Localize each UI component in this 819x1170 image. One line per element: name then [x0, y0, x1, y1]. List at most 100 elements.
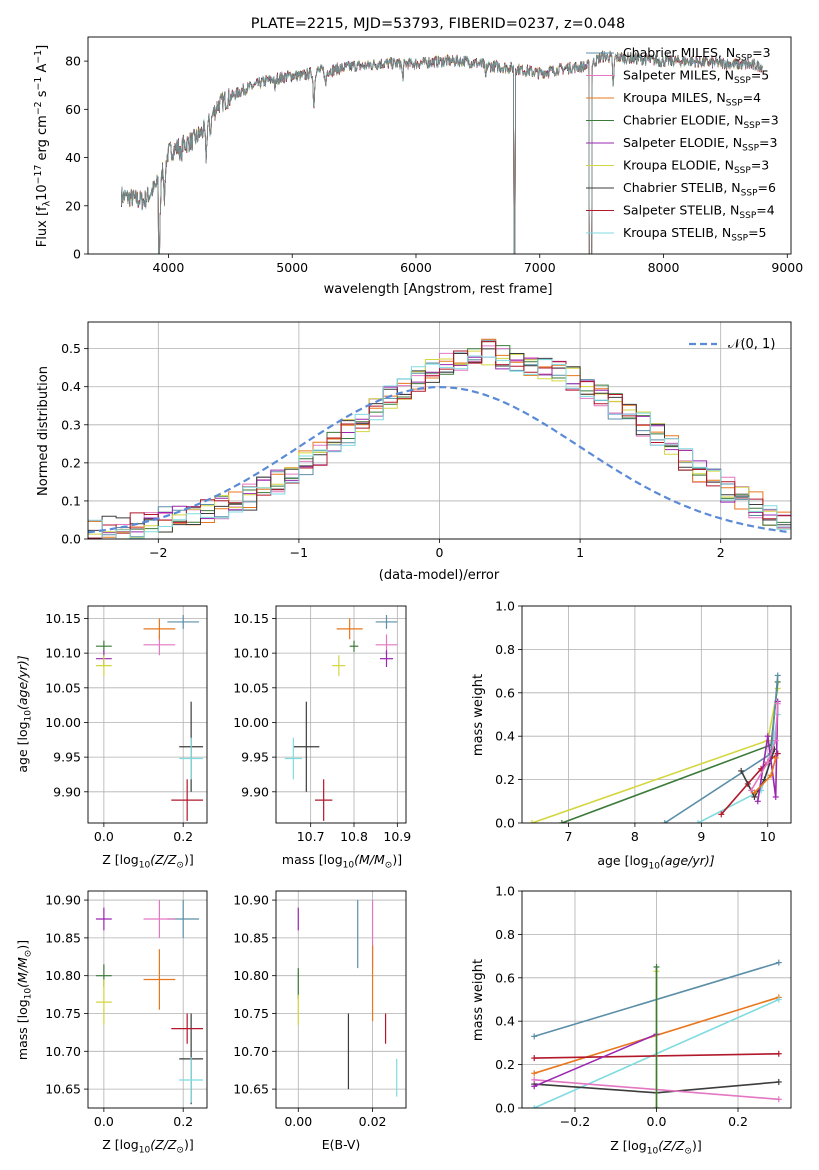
- y-axis-label: Flux [fλ10−17 erg cm−2 s−1 A−1]: [33, 45, 53, 247]
- weight-line-7: [750, 703, 779, 791]
- plot-area: [95, 900, 204, 1105]
- label-part: Salpeter ELODIE, N: [623, 135, 742, 150]
- label-part: mass [log: [15, 999, 30, 1060]
- label-part: =3: [760, 113, 778, 128]
- label-part: 10: [139, 861, 151, 871]
- y-tick-label: 10.85: [45, 930, 81, 945]
- x-axis-label: age [log10(age/yr)]: [597, 853, 714, 872]
- y-tick-label: 9.95: [53, 750, 81, 765]
- y-tick-label: 0.6: [495, 970, 515, 985]
- x-tick-label: 0.2: [728, 1114, 748, 1129]
- x-tick-label: 8: [631, 829, 639, 844]
- label-part: SSP: [731, 234, 748, 244]
- y-tick-label: 10.15: [45, 611, 81, 626]
- y-tick-label: 20: [65, 198, 81, 213]
- label-part: Flux [f: [35, 206, 50, 247]
- y-tick-label: 9.90: [53, 784, 81, 799]
- label-part: Salpeter STELIB, N: [623, 203, 739, 218]
- x-axis-label: Z [log10(Z/Z⊙)]: [102, 852, 193, 871]
- x-axis-label: E(B-V): [322, 1137, 361, 1152]
- label-part: =3: [759, 135, 777, 150]
- label-part: Kroupa MILES, N: [623, 90, 726, 105]
- histogram-6: [88, 348, 791, 533]
- legend-entry: Chabrier STELIB, NSSP=6: [623, 180, 776, 199]
- label-part: (age/yr)]: [660, 853, 715, 868]
- y-tick-label: 9.90: [241, 784, 269, 799]
- axes-residuals: −2 −1 0 1 2 0.0 0.1 0.2 0.3 0.4 0.5: [61, 321, 792, 560]
- plot-area: [531, 959, 782, 1108]
- x-tick-label: 9: [697, 829, 705, 844]
- label-part: (Z/Z: [150, 852, 177, 867]
- x-tick-label: 7: [565, 829, 573, 844]
- axes-weight_vs_age: 7 8 9 10 0.0 0.2 0.4 0.6 0.8 1.0: [495, 599, 792, 844]
- x-tick-label: 8000: [648, 260, 680, 275]
- y-tick-label: 10.05: [233, 680, 269, 695]
- label-part: Salpeter MILES, N: [623, 68, 734, 83]
- y-tick-label: 0.1: [61, 493, 81, 508]
- axes-frame: [521, 890, 792, 1109]
- y-tick-label: 0.3: [61, 417, 81, 432]
- x-tick-label: 4000: [153, 260, 185, 275]
- x-tick-label: 1: [576, 545, 584, 560]
- y-axis-label: mass [log10(M/M⊙)]: [15, 940, 34, 1060]
- label-part: SSP: [742, 144, 759, 154]
- label-part: Z [log: [102, 1137, 138, 1152]
- label-part: SSP: [741, 189, 758, 199]
- label-part: −1: [33, 50, 44, 64]
- x-axis-label: wavelength [Angstrom, rest frame]: [324, 282, 553, 297]
- label-part: age [log: [597, 853, 648, 868]
- plot-area: [95, 615, 204, 821]
- label-part: =3: [752, 45, 770, 60]
- y-tick-label: 0.0: [495, 816, 515, 831]
- x-tick-label: 0.0: [94, 829, 114, 844]
- label-part: ⊙: [24, 950, 34, 958]
- axes-frame: [521, 605, 792, 824]
- label-part: mass [log: [282, 852, 343, 867]
- y-tick-label: 10.65: [45, 1082, 81, 1097]
- y-tick-label: 0.4: [495, 1014, 515, 1029]
- histogram-8: [88, 355, 791, 539]
- y-tick-label: 0.2: [495, 772, 515, 787]
- label-part: SSP: [735, 54, 752, 64]
- label-part: =6: [758, 180, 776, 195]
- label-part: SSP: [743, 121, 760, 131]
- label-part: 10: [24, 988, 34, 1000]
- y-tick-label: 10.00: [233, 715, 269, 730]
- label-part: (Z/Z: [658, 1138, 685, 1153]
- label-part: Z [log: [610, 1138, 646, 1153]
- y-tick-label: 0.2: [495, 1057, 515, 1072]
- y-tick-label: 0.0: [495, 1101, 515, 1116]
- label-part: ⊙: [176, 861, 184, 871]
- x-tick-label: 10: [760, 829, 776, 844]
- legend-entry: Chabrier MILES, NSSP=3: [623, 45, 771, 64]
- y-tick-label: 10.80: [233, 968, 269, 983]
- label-part: Z [log: [102, 852, 138, 867]
- label-part: 10: [647, 1147, 659, 1157]
- y-tick-label: 0.0: [61, 532, 81, 547]
- x-tick-label: 5000: [276, 260, 308, 275]
- x-tick-label: 10.9: [383, 829, 411, 844]
- label-part: 10: [343, 861, 355, 871]
- label-part: =4: [743, 90, 761, 105]
- legend-entry: Salpeter STELIB, NSSP=4: [623, 203, 775, 222]
- label-part: (age/yr)]: [15, 655, 30, 710]
- weight-line-6: [757, 701, 779, 802]
- label-part: −1: [33, 77, 44, 91]
- label-part: ⊙: [385, 861, 393, 871]
- legend-entry: Kroupa STELIB, NSSP=5: [623, 225, 767, 244]
- label-part: (Z/Z: [150, 1137, 177, 1152]
- y-tick-label: 10.75: [45, 1006, 81, 1021]
- y-tick-label: 10.10: [233, 646, 269, 661]
- plot-area: [88, 338, 791, 539]
- y-tick-label: 0.8: [495, 642, 515, 657]
- label-part: 10: [649, 862, 661, 872]
- axes-frame: [87, 890, 208, 1109]
- label-part: =4: [756, 203, 774, 218]
- label-part: SSP: [734, 76, 751, 86]
- label-part: =3: [751, 158, 769, 173]
- y-tick-label: 0.4: [495, 729, 515, 744]
- label-part: (M/M: [15, 957, 30, 988]
- x-tick-label: 7000: [524, 260, 556, 275]
- axes-mass_vs_Z: 0.0 0.2 10.65 10.70 10.75 10.80 10.85 10.90: [45, 890, 208, 1129]
